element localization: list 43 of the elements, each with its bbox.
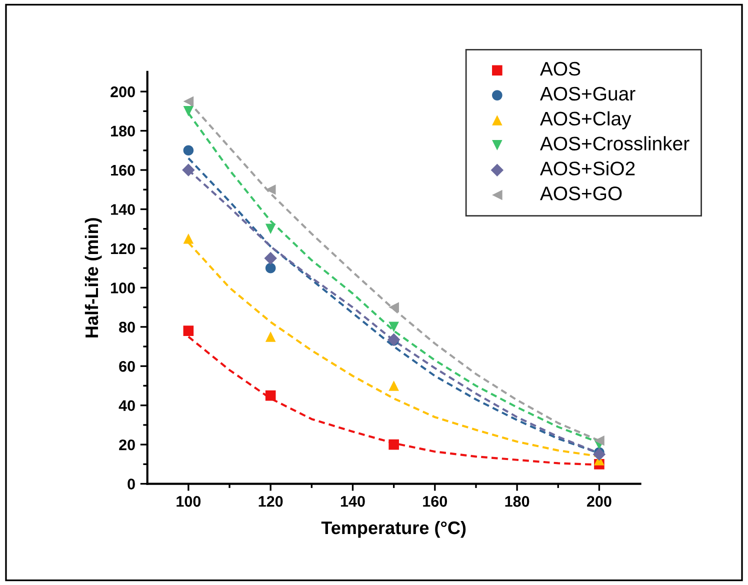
y-tick-label: 200 [110, 86, 135, 98]
point [183, 106, 194, 116]
point [594, 436, 604, 446]
point [265, 390, 276, 401]
y-tick-label: 40 [118, 400, 135, 412]
y-tick-label: 160 [111, 164, 135, 176]
x-tick-label: 120 [258, 496, 283, 507]
x-tick-label: 200 [586, 496, 612, 507]
y-axis-title: Half-Life (min) [84, 218, 102, 338]
y-tick-label: 80 [119, 322, 135, 333]
legend-label: AOS+Clay [540, 111, 632, 130]
x-tick-label: 100 [176, 496, 201, 507]
y-tick-label: 20 [119, 439, 135, 450]
x-tick-label: 140 [340, 496, 365, 507]
point [264, 252, 277, 265]
point [183, 96, 194, 107]
legend-label: AOS+GO [540, 186, 622, 200]
x-tick-label: 160 [423, 496, 448, 507]
point [388, 380, 399, 391]
x-axis-title: Temperature (°C) [321, 520, 466, 538]
point [388, 302, 399, 312]
y-tick-label: 120 [111, 243, 135, 254]
point [265, 224, 276, 234]
legend-label: AOS+Guar [540, 86, 636, 101]
point [182, 164, 195, 176]
legend-label: AOS+Crosslinker [540, 136, 690, 150]
point [388, 439, 399, 450]
x-tick-label: 180 [505, 496, 530, 507]
legend-label: AOS+SiO2 [540, 161, 635, 176]
y-tick-label: 100 [111, 282, 135, 294]
point [592, 448, 606, 461]
legend-label: AOS [540, 62, 580, 76]
point [183, 234, 194, 244]
point [265, 332, 276, 342]
point [183, 145, 194, 156]
point [265, 262, 276, 274]
y-tick-label: 140 [111, 204, 135, 215]
y-tick-label: 180 [111, 126, 135, 136]
point [183, 326, 194, 336]
point [265, 184, 276, 195]
y-tick-label: 60 [119, 360, 135, 372]
y-tick-label: 0 [128, 478, 135, 490]
point [388, 322, 399, 332]
